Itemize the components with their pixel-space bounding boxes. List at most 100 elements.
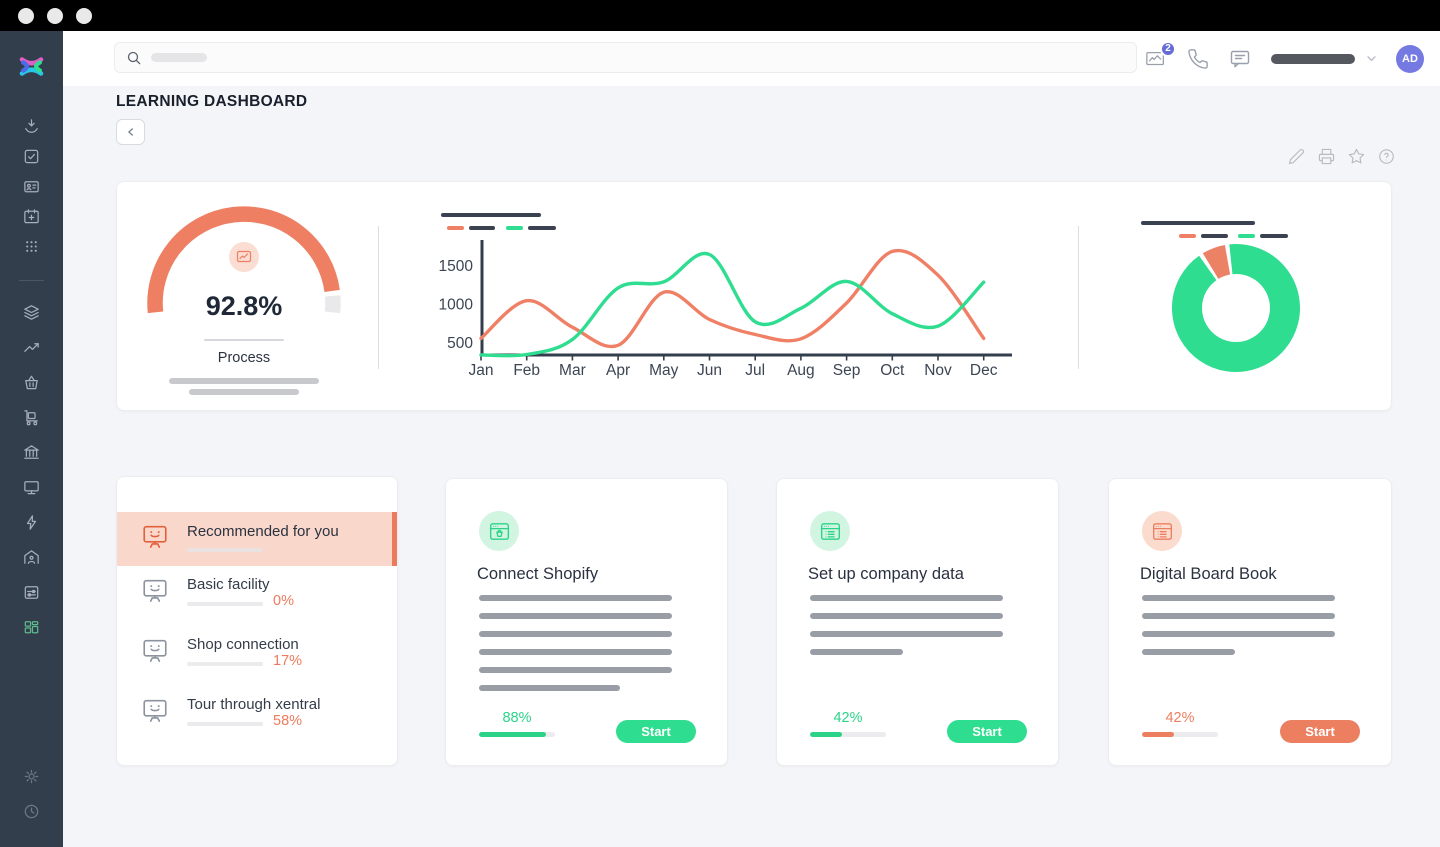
- chat-icon[interactable]: [1229, 48, 1251, 70]
- help-icon[interactable]: [1378, 148, 1395, 165]
- redacted-text-bar: [189, 389, 299, 395]
- list-item-recommended[interactable]: Recommended for you: [117, 512, 397, 566]
- donut-slice-orange-share: [1202, 244, 1231, 280]
- back-button[interactable]: [116, 119, 145, 145]
- gauge-fill: [147, 206, 340, 314]
- process-gauge-chart: [147, 206, 341, 314]
- progress-fill: [479, 732, 546, 737]
- edit-icon[interactable]: [1288, 148, 1305, 165]
- legend-label-redacted: [469, 226, 495, 230]
- sidebar-item-calendar[interactable]: [0, 201, 63, 231]
- y-tick-label: 500: [447, 335, 473, 352]
- warehouse-icon: [24, 549, 39, 564]
- start-button[interactable]: Start: [947, 720, 1027, 743]
- x-tick-label: Jan: [469, 362, 494, 379]
- list-item-tour[interactable]: Tour through xentral 58%: [117, 692, 397, 748]
- course-icon-circle: [1142, 511, 1182, 551]
- progress-track: [187, 602, 263, 606]
- sidebar-item-apps-grid[interactable]: [0, 231, 63, 261]
- progress-fill: [810, 732, 842, 737]
- monitor-smiley-icon: [141, 578, 169, 604]
- list-item-shop-connection[interactable]: Shop connection 17%: [117, 632, 397, 688]
- sidebar-item-layers[interactable]: [0, 297, 63, 327]
- chevron-left-icon: [127, 128, 133, 136]
- progress-percent: 88%: [502, 710, 532, 726]
- legend-swatch-orange: [447, 226, 464, 230]
- machine-icon: [24, 585, 39, 599]
- redacted-text-bar: [810, 649, 903, 655]
- window-control-dot[interactable]: [76, 7, 92, 24]
- gauge-icon-circle: [229, 242, 259, 272]
- x-tick-label: Feb: [513, 362, 540, 379]
- sidebar-item-dashboard[interactable]: [0, 612, 63, 642]
- avatar[interactable]: AD: [1396, 44, 1424, 73]
- line-chart-icon: [236, 250, 252, 263]
- sidebar-item-warehouse[interactable]: [0, 542, 63, 572]
- redacted-text-bar: [1142, 595, 1335, 601]
- legend-swatch-green: [1238, 234, 1255, 238]
- phone-icon[interactable]: [1187, 48, 1209, 70]
- course-description-redacted: [810, 595, 1003, 667]
- recommended-card: Recommended for you Basic facility 0%: [116, 476, 398, 766]
- lightning-icon: [26, 514, 37, 530]
- x-tick-label: Apr: [606, 362, 630, 379]
- import-inbox-icon: [25, 118, 38, 133]
- sidebar-item-lightning[interactable]: [0, 507, 63, 537]
- chevron-down-icon[interactable]: [1367, 55, 1376, 62]
- course-icon-circle: [810, 511, 850, 551]
- redacted-text-bar: [1142, 631, 1335, 637]
- bank-icon: [24, 444, 39, 459]
- redacted-text-bar: [169, 378, 319, 384]
- sidebar-item-clock[interactable]: [0, 796, 63, 826]
- sidebar-item-basket[interactable]: [0, 367, 63, 397]
- window-control-dot[interactable]: [47, 7, 63, 24]
- sidebar-item-contacts[interactable]: [0, 171, 63, 201]
- progress-fill: [1142, 732, 1174, 737]
- sidebar-item-tasks[interactable]: [0, 141, 63, 171]
- layers-icon: [24, 304, 39, 320]
- calendar-icon: [24, 208, 39, 223]
- list-item-label: Basic facility: [187, 576, 270, 593]
- redacted-text-bar: [479, 685, 620, 691]
- x-tick-label: Mar: [559, 362, 586, 379]
- sidebar-item-logistics-cart[interactable]: [0, 402, 63, 432]
- divider: [1078, 226, 1079, 369]
- sidebar-item-bank[interactable]: [0, 437, 63, 467]
- favorite-icon[interactable]: [1348, 148, 1365, 165]
- course-icon-circle: [479, 511, 519, 551]
- donut-chart: [1172, 244, 1300, 372]
- sidebar-item-monitor[interactable]: [0, 472, 63, 502]
- window-control-dot[interactable]: [18, 7, 34, 24]
- monitor-smiley-icon: [141, 524, 169, 550]
- donut-slice-green-share: [1172, 244, 1300, 372]
- xentral-logo[interactable]: [15, 50, 48, 83]
- search-input[interactable]: [114, 42, 1137, 73]
- x-tick-label: May: [649, 362, 679, 379]
- course-description-redacted: [479, 595, 672, 703]
- progress-percent: 58%: [273, 713, 303, 729]
- tasks-icon: [24, 149, 39, 163]
- sidebar-item-import-inbox[interactable]: [0, 111, 63, 141]
- start-button[interactable]: Start: [616, 720, 696, 743]
- news-icon[interactable]: 2: [1145, 40, 1176, 70]
- progress-track: [187, 662, 263, 666]
- redacted-text-bar: [479, 667, 672, 673]
- selection-indicator: [392, 512, 397, 566]
- gauge-label: Process: [217, 350, 271, 366]
- page-title: LEARNING DASHBOARD: [116, 93, 308, 110]
- course-title: Digital Board Book: [1140, 565, 1277, 583]
- course-title: Set up company data: [808, 565, 964, 583]
- user-name-redacted: [1271, 53, 1355, 64]
- start-button[interactable]: Start: [1280, 720, 1360, 743]
- monitor-icon: [24, 480, 39, 494]
- sidebar-item-machine[interactable]: [0, 577, 63, 607]
- x-tick-label: Aug: [787, 362, 815, 379]
- sidebar-item-settings-gear[interactable]: [0, 761, 63, 791]
- list-item-basic-facility[interactable]: Basic facility 0%: [117, 572, 397, 628]
- sidebar-item-trending-up[interactable]: [0, 332, 63, 362]
- settings-gear-icon: [24, 769, 39, 783]
- x-tick-label: Sep: [833, 362, 861, 379]
- print-icon[interactable]: [1318, 148, 1335, 165]
- course-card-connect-shopify: Connect Shopify 88% Start: [445, 478, 728, 766]
